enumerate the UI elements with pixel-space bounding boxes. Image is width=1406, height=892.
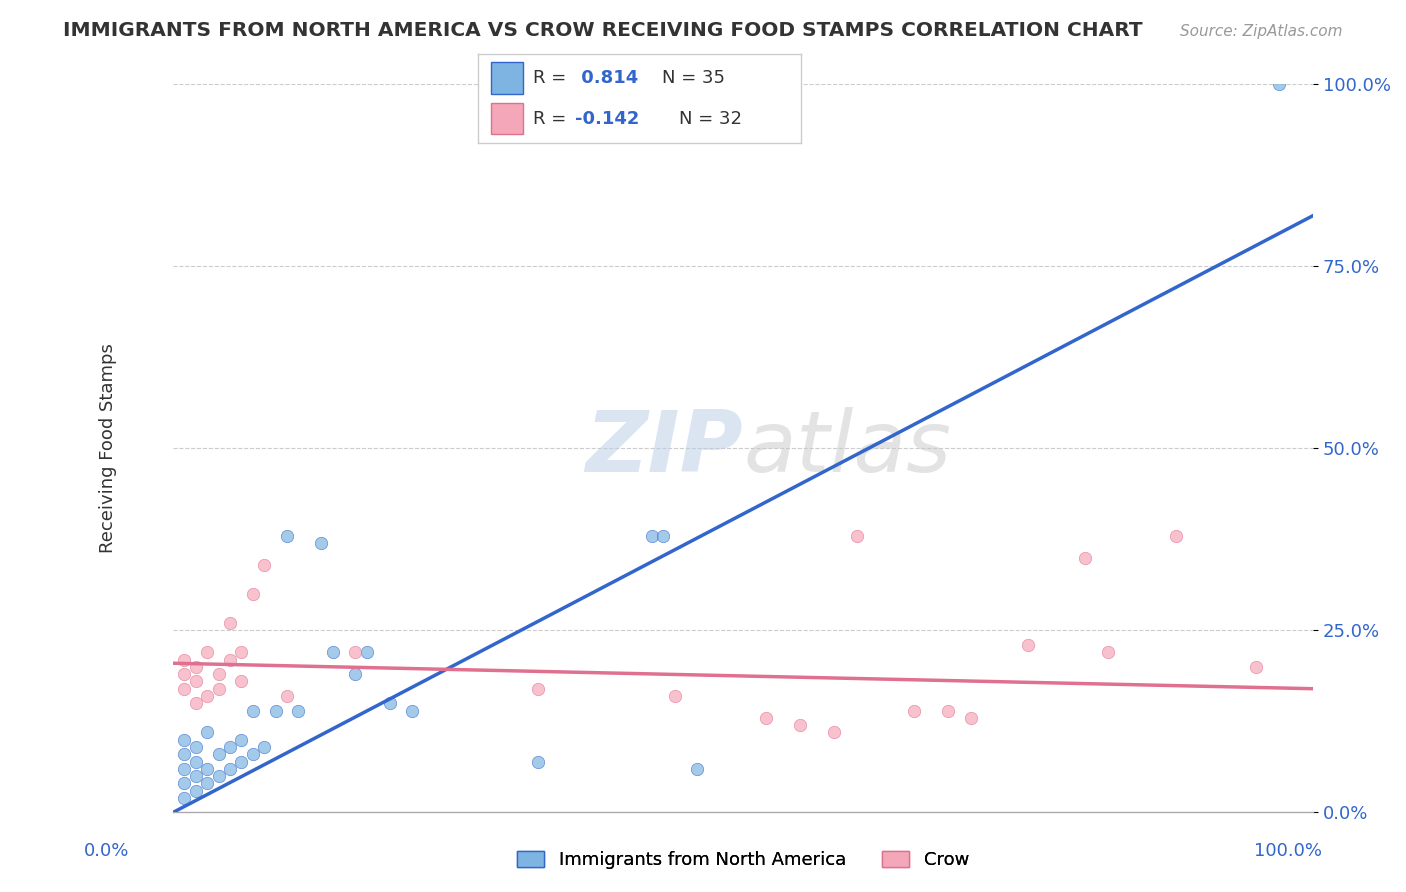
Point (242, 747, 264, 762)
Point (686, 762, 709, 776)
Text: N = 32: N = 32 (679, 110, 741, 128)
Point (1166, 529, 1188, 543)
Point (242, 587, 264, 601)
Point (173, 776, 195, 790)
Point (173, 791, 195, 805)
Point (219, 762, 242, 776)
Point (173, 681, 195, 696)
FancyBboxPatch shape (491, 103, 523, 134)
Point (184, 755, 207, 769)
Point (276, 689, 298, 703)
Point (378, 696, 401, 710)
Text: R =: R = (533, 110, 572, 128)
Point (309, 536, 332, 550)
Text: N = 35: N = 35 (662, 70, 725, 87)
Point (1097, 645, 1119, 659)
Point (231, 645, 253, 659)
Point (184, 739, 207, 754)
Point (207, 747, 229, 762)
FancyBboxPatch shape (491, 62, 523, 94)
Point (960, 711, 983, 725)
Text: 100.0%: 100.0% (1254, 842, 1322, 860)
Point (184, 783, 207, 797)
Text: ZIP: ZIP (585, 407, 744, 490)
Point (219, 616, 242, 631)
Point (527, 755, 550, 769)
Point (1074, 550, 1097, 565)
Point (242, 704, 264, 718)
Point (276, 529, 298, 543)
Point (195, 689, 218, 703)
Point (1017, 638, 1039, 652)
Point (184, 696, 207, 710)
Point (219, 652, 242, 666)
Point (356, 645, 378, 659)
Text: R =: R = (533, 70, 572, 87)
Legend: Immigrants from North America, Crow: Immigrants from North America, Crow (510, 844, 976, 876)
Point (344, 645, 367, 659)
Point (755, 711, 778, 725)
Y-axis label: Receiving Food Stamps: Receiving Food Stamps (100, 343, 117, 553)
Point (253, 739, 276, 754)
Point (789, 718, 811, 732)
Point (207, 681, 229, 696)
Point (253, 558, 276, 572)
Text: Source: ZipAtlas.com: Source: ZipAtlas.com (1180, 24, 1343, 38)
Point (287, 704, 309, 718)
Point (195, 725, 218, 739)
Point (184, 660, 207, 674)
Point (527, 681, 550, 696)
Point (401, 704, 423, 718)
Point (1268, 78, 1291, 92)
Point (184, 769, 207, 783)
Point (1244, 660, 1267, 674)
Point (173, 667, 195, 681)
Text: IMMIGRANTS FROM NORTH AMERICA VS CROW RECEIVING FOOD STAMPS CORRELATION CHART: IMMIGRANTS FROM NORTH AMERICA VS CROW RE… (63, 21, 1143, 39)
Point (173, 762, 195, 776)
Point (652, 529, 675, 543)
Text: 0.814: 0.814 (575, 70, 638, 87)
Point (231, 755, 253, 769)
Text: atlas: atlas (744, 407, 950, 490)
Point (195, 776, 218, 790)
Point (938, 704, 960, 718)
Point (207, 667, 229, 681)
Text: -0.142: -0.142 (575, 110, 640, 128)
Point (264, 704, 287, 718)
Point (664, 689, 686, 703)
Point (846, 529, 869, 543)
Point (219, 739, 242, 754)
Point (195, 762, 218, 776)
Point (184, 674, 207, 689)
Point (231, 674, 253, 689)
Point (344, 667, 367, 681)
Point (207, 769, 229, 783)
Text: 0.0%: 0.0% (84, 842, 129, 860)
Point (173, 652, 195, 666)
Point (903, 704, 925, 718)
Point (173, 732, 195, 747)
Point (823, 725, 845, 739)
Point (322, 645, 344, 659)
Point (173, 747, 195, 762)
Point (641, 529, 664, 543)
Point (231, 732, 253, 747)
Point (195, 645, 218, 659)
